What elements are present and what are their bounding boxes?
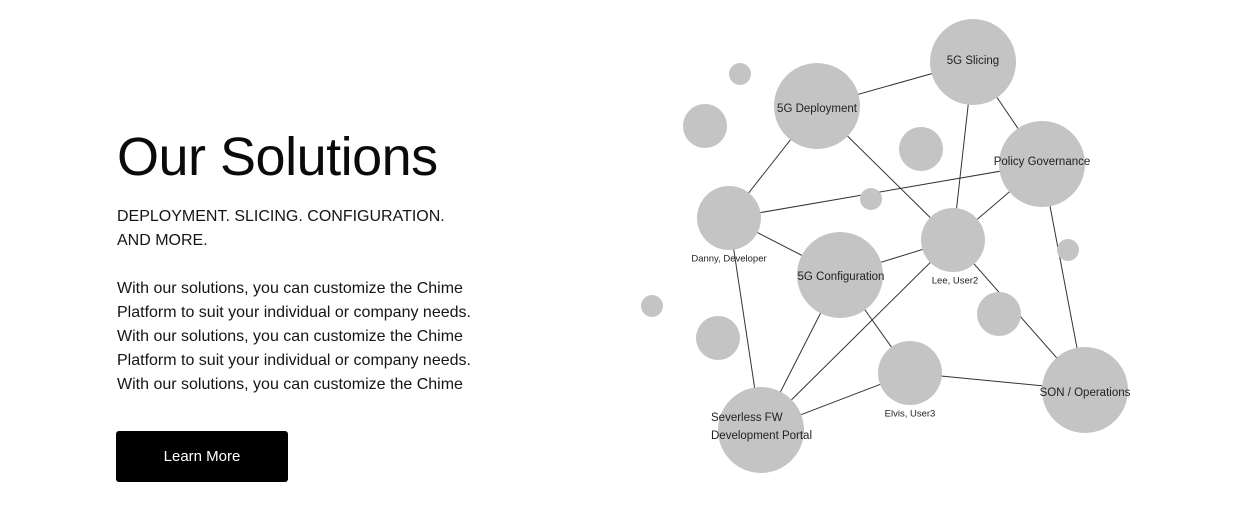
node-label-deployment: 5G Deployment — [777, 103, 858, 115]
edge-policy-danny — [728, 163, 1043, 219]
node-label-policy: Policy Governance — [994, 156, 1091, 168]
node-son — [1042, 347, 1128, 433]
description-line: With our solutions, you can customize th… — [117, 328, 463, 346]
decorative-bubble — [899, 127, 943, 171]
node-label-lee: Lee, User2 — [932, 276, 978, 287]
node-danny — [697, 186, 761, 250]
hero-text: Our Solutions DEPLOYMENT. SLICING. CONFI… — [117, 127, 537, 397]
page-title: Our Solutions — [117, 127, 438, 187]
node-label-config: 5G Configuration — [798, 271, 885, 283]
learn-more-button[interactable]: Learn More — [116, 431, 288, 482]
edge-lee-serverless — [760, 239, 954, 431]
subtitle-line: DEPLOYMENT. SLICING. CONFIGURATION. — [117, 208, 445, 226]
subtitle-line: AND MORE. — [117, 232, 208, 250]
node-deployment — [774, 63, 860, 149]
node-config — [797, 232, 883, 318]
subtitle: DEPLOYMENT. SLICING. CONFIGURATION. AND … — [117, 205, 537, 253]
node-elvis — [878, 341, 942, 405]
node-slicing — [930, 19, 1016, 105]
node-label-elvis: Elvis, User3 — [885, 409, 936, 420]
node-serverless — [718, 387, 804, 473]
decorative-bubble — [641, 295, 663, 317]
decorative-bubble — [1057, 239, 1079, 261]
node-label-son: SON / Operations — [1040, 387, 1131, 399]
node-label-slicing: 5G Slicing — [947, 55, 999, 67]
decorative-bubble — [683, 104, 727, 148]
node-label-danny: Danny, Developer — [691, 254, 766, 265]
decorative-bubble — [696, 316, 740, 360]
decorative-bubble — [860, 188, 882, 210]
description-line: Platform to suit your individual or comp… — [117, 304, 471, 322]
description-line: Platform to suit your individual or comp… — [117, 352, 471, 370]
description-line: With our solutions, you can customize th… — [117, 280, 463, 298]
description: With our solutions, you can customize th… — [117, 277, 537, 397]
description-line: With our solutions, you can customize th… — [117, 376, 463, 394]
decorative-bubble — [729, 63, 751, 85]
decorative-bubble — [977, 292, 1021, 336]
node-lee — [921, 208, 985, 272]
node-policy — [999, 121, 1085, 207]
node-label-serverless: Severless FW Development Portal — [711, 412, 812, 442]
